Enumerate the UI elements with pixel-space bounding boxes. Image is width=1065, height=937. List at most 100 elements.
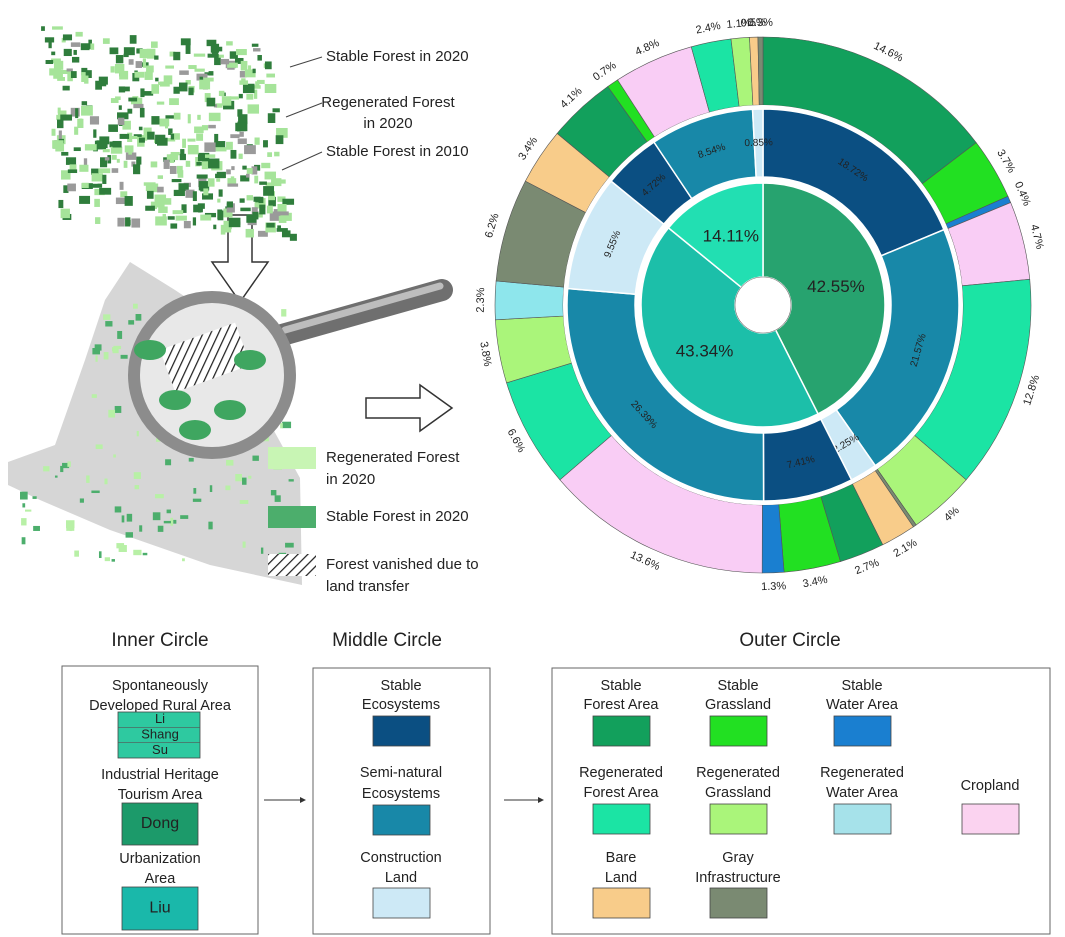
outer-label: 4%: [942, 504, 962, 524]
forest-pixel: [252, 68, 256, 74]
map-pixel: [226, 459, 234, 466]
forest-pixel: [73, 147, 81, 152]
forest-pixel: [218, 90, 225, 97]
forest-pixel: [117, 217, 125, 227]
legend-label: Ecosystems: [362, 697, 440, 713]
forest-pixel: [165, 65, 175, 69]
forest-pixel: [108, 124, 118, 132]
forest-pixel: [70, 71, 77, 79]
forest-pixel: [58, 69, 71, 75]
forest-pixel: [67, 71, 73, 82]
forest-pixel: [223, 208, 233, 218]
forest-pixel: [214, 141, 226, 148]
forest-pixel: [110, 98, 119, 103]
map-pixel: [104, 478, 108, 485]
forest-pixel: [282, 198, 295, 205]
forest-pixel: [187, 114, 191, 124]
forest-pixel: [109, 47, 119, 55]
forest-pixel: [112, 140, 122, 148]
forest-pixel: [255, 196, 264, 204]
forest-pixel: [151, 116, 160, 125]
forest-pixel: [133, 134, 142, 138]
forest-pixel: [188, 87, 194, 96]
forest-pixel: [267, 113, 276, 123]
forest-pixel: [169, 154, 175, 163]
forest-pixel: [77, 118, 84, 128]
forest-pixel: [81, 101, 88, 106]
forest-pixel: [155, 77, 159, 82]
map-pixel: [21, 518, 27, 526]
forest-pixel: [136, 156, 142, 165]
map-pixel: [242, 477, 247, 485]
outer-label: 3.4%: [802, 574, 829, 590]
forest-pixel: [170, 133, 175, 140]
forest-pixel: [169, 51, 176, 57]
forest-pixel: [269, 211, 281, 221]
outer-label: 0.3%: [748, 17, 773, 29]
forest-pixel: [265, 182, 277, 186]
forest-pixel: [226, 141, 233, 150]
forest-pixel: [230, 96, 239, 100]
forest-pixel: [156, 101, 165, 105]
forest-pixel: [259, 204, 266, 215]
forest-pixel: [246, 195, 254, 201]
forest-pixel: [171, 178, 182, 183]
forest-pixel: [159, 118, 170, 127]
map-pixel: [180, 515, 189, 519]
legend-label: Industrial Heritage: [101, 767, 219, 783]
forest-pixel: [254, 202, 259, 209]
magnifier-handle-shine: [281, 282, 444, 334]
forest-pixel: [240, 60, 248, 71]
forest-pixel: [226, 169, 231, 175]
forest-pixel: [127, 132, 133, 143]
forest-pixel: [133, 164, 141, 175]
forest-pixel: [197, 152, 210, 162]
illustration-label: Regenerated Forest: [321, 94, 455, 111]
legend-label: Gray: [722, 850, 754, 866]
legend-box: [551, 667, 1051, 935]
legend-label: Forest Area: [584, 785, 660, 801]
magnifier-handle: [271, 279, 453, 346]
legend-label: Infrastructure: [695, 870, 780, 886]
forest-pixel: [114, 64, 125, 74]
forest-pixel: [110, 66, 115, 73]
forest-pixel: [98, 168, 111, 174]
forest-pixel: [207, 178, 215, 187]
map-pixel: [182, 558, 185, 562]
forest-pixel: [167, 216, 175, 220]
map-pixel: [94, 344, 102, 351]
outer-label: 0.4%: [1012, 180, 1033, 208]
map-legend-swatch: [268, 447, 316, 469]
forest-pixel: [214, 133, 219, 144]
forest-pixel: [257, 55, 262, 61]
forest-pixel: [230, 134, 240, 139]
forest-pixel: [154, 55, 159, 60]
forest-pixel: [89, 116, 100, 125]
forest-pixel: [129, 35, 137, 44]
forest-pixel: [143, 91, 154, 96]
forest-pixel: [226, 201, 233, 208]
forest-pixel: [275, 135, 284, 145]
forest-pixel: [278, 215, 287, 223]
forest-pixel: [96, 140, 108, 149]
forest-pixel: [90, 43, 95, 50]
forest-pixel: [142, 58, 146, 68]
forest-pixel: [45, 59, 54, 65]
forest-pixel: [273, 209, 280, 214]
forest-pixel: [255, 81, 260, 88]
forest-pixel: [164, 124, 169, 129]
forest-pixel: [271, 178, 282, 187]
map-pixel: [285, 542, 294, 548]
legend-label: Semi-natural: [360, 765, 442, 781]
forest-pixel: [185, 160, 191, 167]
map-pixel: [281, 309, 287, 317]
forest-pixel: [208, 158, 220, 169]
forest-pixel: [88, 39, 92, 49]
forest-pixel: [277, 225, 281, 231]
illustration: [8, 26, 1051, 935]
map-pixel: [25, 509, 32, 512]
legend-label: Spontaneously: [112, 678, 209, 694]
forest-pixel: [201, 161, 208, 170]
forest-pixel: [240, 207, 251, 212]
legend-label: Area: [145, 871, 177, 887]
